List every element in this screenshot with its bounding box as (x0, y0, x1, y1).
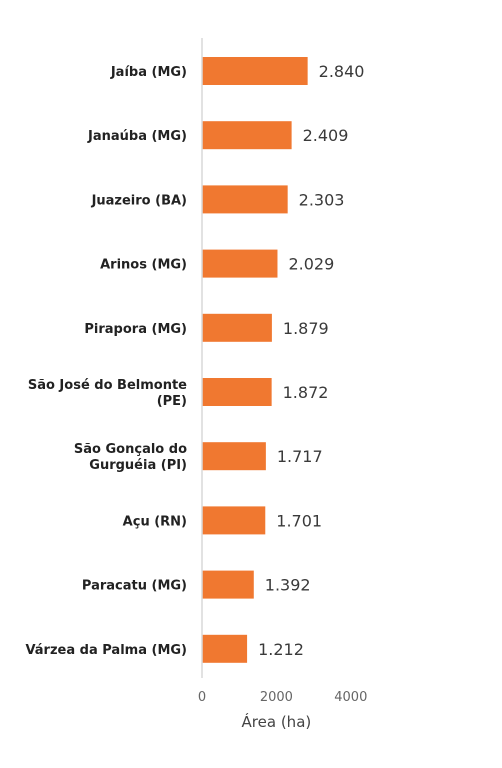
value-label: 1.212 (258, 640, 304, 659)
x-tick-label: 2000 (260, 690, 293, 705)
value-label: 2.029 (288, 255, 334, 274)
x-tick-label: 4000 (334, 690, 367, 705)
bar (202, 121, 292, 150)
bar (202, 506, 266, 535)
value-label: 2.409 (303, 126, 349, 145)
bar (202, 634, 248, 663)
value-label: 1.717 (277, 447, 323, 466)
bar (202, 442, 266, 471)
bar (202, 570, 254, 599)
value-label: 2.303 (299, 190, 345, 209)
bar (202, 249, 278, 278)
category-label: Juazeiro (BA) (91, 193, 187, 208)
value-label: 2.840 (319, 62, 365, 81)
category-label: São José do Belmonte (28, 378, 187, 393)
value-label: 1.879 (283, 319, 329, 338)
value-labels-group: 2.840 2.409 2.303 2.029 1.879 1.872 1.717 1.701… (258, 62, 364, 659)
category-label: Paracatu (MG) (82, 579, 187, 594)
bar (202, 57, 308, 85)
x-axis-title: Área (ha) (242, 712, 312, 731)
category-label: Jaíba (MG) (110, 65, 187, 80)
value-label: 1.872 (283, 383, 329, 402)
bar (202, 313, 272, 342)
bar (202, 185, 288, 214)
category-label: Açu (RN) (123, 514, 187, 529)
value-label: 1.392 (265, 576, 311, 595)
bars-group (202, 57, 308, 663)
category-label: São Gonçalo do (74, 442, 187, 457)
category-label: Gurguéia (PI) (89, 458, 187, 473)
category-label: Janaúba (MG) (87, 129, 187, 144)
category-label: Pirapora (MG) (84, 322, 187, 337)
category-label: Várzea da Palma (MG) (25, 643, 187, 658)
x-tick-labels-group: 0 2000 4000 (198, 690, 367, 705)
bar (202, 378, 272, 406)
category-label: Arinos (MG) (100, 258, 187, 273)
category-label: (PE) (157, 394, 187, 409)
x-tick-label: 0 (198, 690, 206, 705)
value-label: 1.701 (276, 511, 322, 530)
category-labels-group: Jaíba (MG) Janaúba (MG) Juazeiro (BA) Arino… (25, 65, 187, 658)
